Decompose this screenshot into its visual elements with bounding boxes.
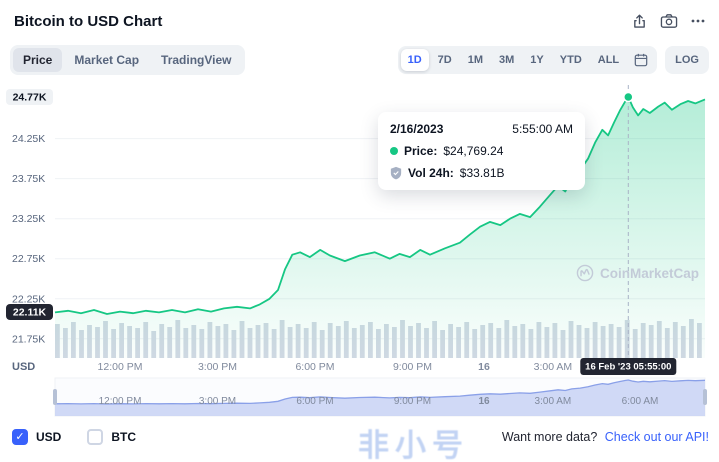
svg-text:9:00 PM: 9:00 PM	[394, 396, 431, 407]
btc-checkbox-label: BTC	[111, 430, 137, 444]
share-icon	[634, 14, 645, 28]
range-3m[interactable]: 3M	[492, 49, 521, 71]
bottom-bar: USD BTC Want more data? Check out our AP…	[12, 426, 709, 448]
svg-text:24.25K: 24.25K	[12, 133, 45, 145]
tooltip-date: 2/16/2023	[390, 122, 444, 136]
range-ytd[interactable]: YTD	[553, 49, 589, 71]
range-all[interactable]: ALL	[591, 49, 626, 71]
range-1m[interactable]: 1M	[461, 49, 490, 71]
tooltip-time: 5:55:00 AM	[512, 122, 573, 136]
chart-watermark: CoinMarketCap	[576, 264, 699, 282]
price-dot-icon	[390, 147, 398, 155]
share-button[interactable]	[628, 10, 651, 33]
chart-header: Bitcoin to USD Chart	[14, 0, 709, 42]
header-actions	[628, 10, 709, 33]
tab-market-cap[interactable]: Market Cap	[64, 48, 149, 72]
tooltip-price-label: Price:	[404, 144, 438, 158]
range-tools: 1D 7D 1M 3M 1Y YTD ALL LOG	[397, 46, 709, 74]
cta-text: Want more data?	[501, 430, 598, 444]
tooltip-vol-value: $33.81B	[459, 166, 505, 180]
svg-text:22.75K: 22.75K	[12, 253, 45, 265]
chart-view-tabs: Price Market Cap TradingView	[10, 45, 245, 75]
svg-text:16: 16	[478, 361, 490, 373]
screenshot-button[interactable]	[657, 10, 681, 32]
range-1y[interactable]: 1Y	[523, 49, 550, 71]
svg-text:23.25K: 23.25K	[12, 213, 45, 225]
chart-watermark-text: CoinMarketCap	[600, 265, 700, 281]
svg-text:21.75K: 21.75K	[12, 333, 45, 345]
svg-text:12:00 PM: 12:00 PM	[99, 396, 142, 407]
more-button[interactable]	[687, 10, 709, 32]
svg-text:12:00 PM: 12:00 PM	[98, 361, 143, 373]
more-icon	[691, 19, 705, 23]
range-7d[interactable]: 7D	[431, 49, 459, 71]
y-axis-unit-label: USD	[12, 361, 36, 373]
api-cta: Want more data? Check out our API!	[502, 430, 709, 444]
svg-text:24.77K: 24.77K	[13, 92, 47, 104]
tab-price[interactable]: Price	[13, 48, 63, 72]
svg-text:6:00 PM: 6:00 PM	[296, 396, 333, 407]
tooltip-price-value: $24,769.24	[443, 144, 504, 158]
svg-text:3:00 AM: 3:00 AM	[534, 361, 573, 373]
svg-text:22.11K: 22.11K	[13, 307, 47, 319]
chart-tooltip: 2/16/2023 5:55:00 AM Price: $24,769.24 V…	[378, 112, 585, 190]
svg-text:16: 16	[478, 396, 490, 407]
range-tabs: 1D 7D 1M 3M 1Y YTD ALL	[397, 46, 658, 74]
svg-text:3:00 PM: 3:00 PM	[199, 396, 236, 407]
shield-icon	[390, 166, 402, 180]
svg-text:22.25K: 22.25K	[12, 293, 45, 305]
calendar-icon	[634, 53, 648, 67]
tooltip-vol-label: Vol 24h:	[408, 166, 454, 180]
range-1d[interactable]: 1D	[400, 49, 429, 71]
usd-checkbox[interactable]	[12, 429, 28, 445]
camera-icon	[660, 14, 678, 28]
coinmarketcap-logo-icon	[576, 264, 594, 282]
svg-text:9:00 PM: 9:00 PM	[393, 361, 432, 373]
usd-checkbox-label: USD	[36, 430, 62, 444]
svg-text:6:00 PM: 6:00 PM	[295, 361, 334, 373]
chart-toolbar: Price Market Cap TradingView 1D 7D 1M 3M…	[10, 45, 709, 75]
btc-checkbox[interactable]	[87, 429, 104, 445]
log-scale-button[interactable]: LOG	[665, 46, 709, 74]
api-link[interactable]: Check out our API!	[604, 430, 709, 444]
svg-text:6:00 AM: 6:00 AM	[622, 396, 659, 407]
svg-text:23.75K: 23.75K	[12, 173, 45, 185]
page-title: Bitcoin to USD Chart	[14, 12, 163, 30]
tab-tradingview[interactable]: TradingView	[151, 48, 241, 72]
svg-text:3:00 AM: 3:00 AM	[535, 396, 572, 407]
svg-text:3:00 PM: 3:00 PM	[198, 361, 237, 373]
date-range-button[interactable]	[628, 49, 654, 71]
svg-text:16 Feb '23 05:55:00: 16 Feb '23 05:55:00	[585, 362, 671, 373]
